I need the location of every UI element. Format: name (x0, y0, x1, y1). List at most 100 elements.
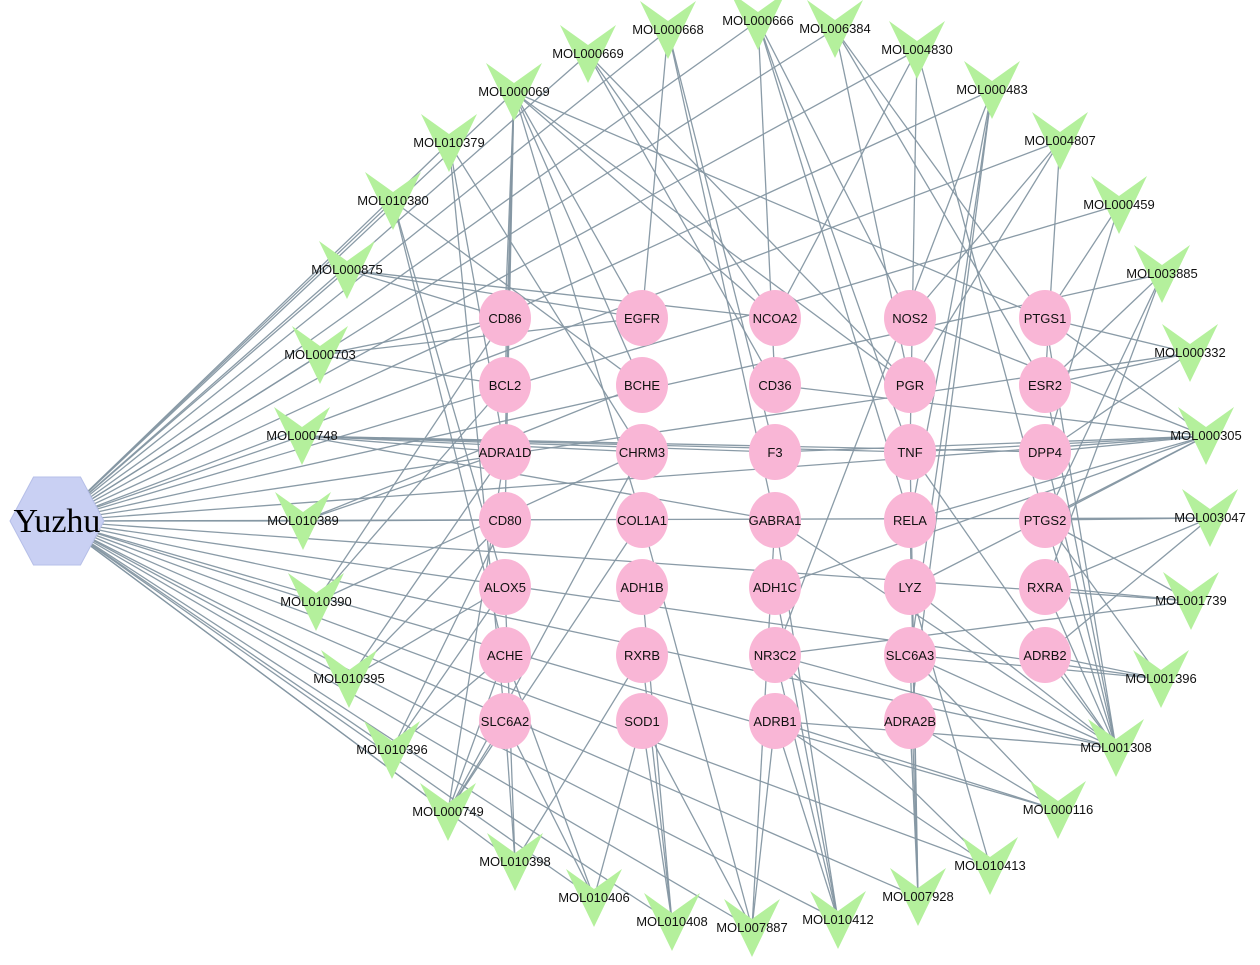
edge-MOL000305-PTGS2 (1044, 435, 1207, 521)
target-label-BCHE: BCHE (624, 378, 660, 393)
edge-MOL010396-ALOX5 (391, 586, 506, 751)
compound-label-MOL001308: MOL001308 (1080, 740, 1152, 755)
edge-MOL000483-NR3C2 (774, 89, 993, 656)
edge-Yuzhu-MOL000666 (56, 20, 759, 522)
target-label-GABRA1: GABRA1 (749, 513, 802, 528)
target-node-SLC6A3 (884, 627, 936, 683)
compound-label-MOL000666: MOL000666 (722, 13, 794, 28)
compound-node-MOL010379 (421, 114, 477, 172)
compound-label-MOL010390: MOL010390 (280, 594, 352, 609)
target-node-ALOX5 (479, 559, 531, 615)
target-label-EGFR: EGFR (624, 311, 660, 326)
edge-MOL010398-RXRB (514, 654, 643, 863)
compound-node-MOL003885 (1134, 245, 1190, 303)
target-node-GABRA1 (749, 492, 801, 548)
edge-MOL004807-NOS2 (909, 140, 1061, 319)
herb-label: Yuzhu (14, 503, 101, 540)
edge-MOL007887-ADRB1 (751, 720, 776, 929)
edge-MOL010406-ACHE (504, 654, 595, 899)
target-node-DPP4 (1019, 424, 1071, 480)
compound-label-MOL003885: MOL003885 (1126, 266, 1198, 281)
compound-node-MOL010408 (644, 893, 700, 951)
edge-MOL003047-PTGS2 (1044, 517, 1211, 521)
compound-node-MOL000069 (486, 63, 542, 121)
target-label-COL1A1: COL1A1 (617, 513, 667, 528)
compound-label-MOL010408: MOL010408 (636, 914, 708, 929)
target-node-TNF (884, 424, 936, 480)
compound-node-MOL004807 (1032, 112, 1088, 170)
edge-MOL010379-SLC6A2 (448, 142, 506, 722)
target-label-F3: F3 (767, 445, 782, 460)
compound-label-MOL004807: MOL004807 (1024, 133, 1096, 148)
compound-node-MOL001739 (1163, 572, 1219, 630)
compound-node-MOL000749 (420, 783, 476, 841)
compound-node-MOL007928 (890, 868, 946, 926)
edge-MOL000069-BCHE (513, 91, 643, 386)
compound-label-MOL001739: MOL001739 (1155, 593, 1227, 608)
edge-MOL001308-RXRA (1044, 586, 1117, 749)
edge-MOL010389-BCHE (302, 384, 643, 522)
edge-MOL001308-ADRB1 (774, 720, 1117, 749)
edge-MOL000305-PTGS1 (1044, 317, 1207, 437)
compound-label-MOL000459: MOL000459 (1083, 197, 1155, 212)
edge-Yuzhu-MOL000668 (56, 29, 669, 522)
compound-node-MOL006384 (807, 0, 863, 58)
compound-node-MOL010390 (288, 573, 344, 631)
edge-MOL010408-SOD1 (641, 720, 673, 923)
target-node-ADRA2B (884, 693, 936, 749)
edge-Yuzhu-MOL010413 (56, 520, 991, 867)
compound-label-MOL000749: MOL000749 (412, 804, 484, 819)
edge-Yuzhu-MOL001308 (56, 520, 1117, 749)
target-label-NCOA2: NCOA2 (753, 311, 798, 326)
edge-MOL000459-DPP4 (1044, 204, 1120, 453)
edge-Yuzhu-MOL000669 (56, 53, 589, 522)
target-label-CD80: CD80 (488, 513, 521, 528)
compound-node-MOL010398 (487, 833, 543, 891)
edge-MOL000668-EGFR (641, 29, 669, 319)
edge-MOL010390-BCL2 (315, 384, 506, 603)
compound-label-MOL000069: MOL000069 (478, 84, 550, 99)
edge-MOL010406-SLC6A2 (504, 720, 595, 899)
compound-node-MOL000305 (1178, 407, 1234, 465)
target-label-LYZ: LYZ (899, 580, 922, 595)
edge-MOL010395-ALOX5 (348, 586, 506, 680)
compound-layer (274, 0, 1238, 957)
target-label-ACHE: ACHE (487, 648, 523, 663)
target-node-NR3C2 (749, 627, 801, 683)
target-node-ACHE (479, 627, 531, 683)
compound-node-MOL001396 (1133, 650, 1189, 708)
target-node-ADH1B (616, 559, 668, 615)
edge-Yuzhu-MOL000305 (56, 435, 1207, 522)
compound-label-MOL007887: MOL007887 (716, 920, 788, 935)
edge-MOL003885-PTGS2 (1044, 273, 1163, 521)
edge-MOL000669-PGR (587, 53, 911, 386)
target-node-ADH1C (749, 559, 801, 615)
target-label-SLC6A2: SLC6A2 (481, 714, 529, 729)
edge-MOL001739-NR3C2 (774, 600, 1192, 656)
compound-node-MOL001308 (1088, 719, 1144, 777)
edge-MOL003047-RXRA (1044, 517, 1211, 588)
target-node-ADRB2 (1019, 627, 1071, 683)
edge-MOL000483-SLC6A3 (909, 89, 993, 656)
edge-MOL000305-DPP4 (1044, 435, 1207, 453)
compound-node-MOL000748 (274, 407, 330, 465)
edge-Yuzhu-MOL004807 (56, 140, 1061, 522)
edge-MOL007928-ADRA2B (909, 720, 919, 898)
compound-label-MOL010396: MOL010396 (356, 742, 428, 757)
edge-MOL000703-CD86 (319, 317, 506, 356)
compound-label-MOL010413: MOL010413 (954, 858, 1026, 873)
target-label-NOS2: NOS2 (892, 311, 927, 326)
compound-label-MOL000116: MOL000116 (1023, 802, 1094, 817)
compound-node-MOL000459 (1091, 176, 1147, 234)
compound-label-MOL010398: MOL010398 (479, 854, 551, 869)
compound-label-MOL000483: MOL000483 (956, 82, 1028, 97)
target-node-RXRB (616, 627, 668, 683)
edge-MOL000703-EGFR (319, 317, 643, 356)
target-label-RXRB: RXRB (624, 648, 660, 663)
compound-node-MOL010396 (364, 721, 420, 779)
edge-MOL010389-CD80 (302, 519, 506, 522)
compound-label-MOL000875: MOL000875 (311, 262, 383, 277)
edge-MOL004807-ESR2 (1044, 140, 1061, 386)
edge-MOL006384-PTGS1 (834, 28, 1046, 319)
